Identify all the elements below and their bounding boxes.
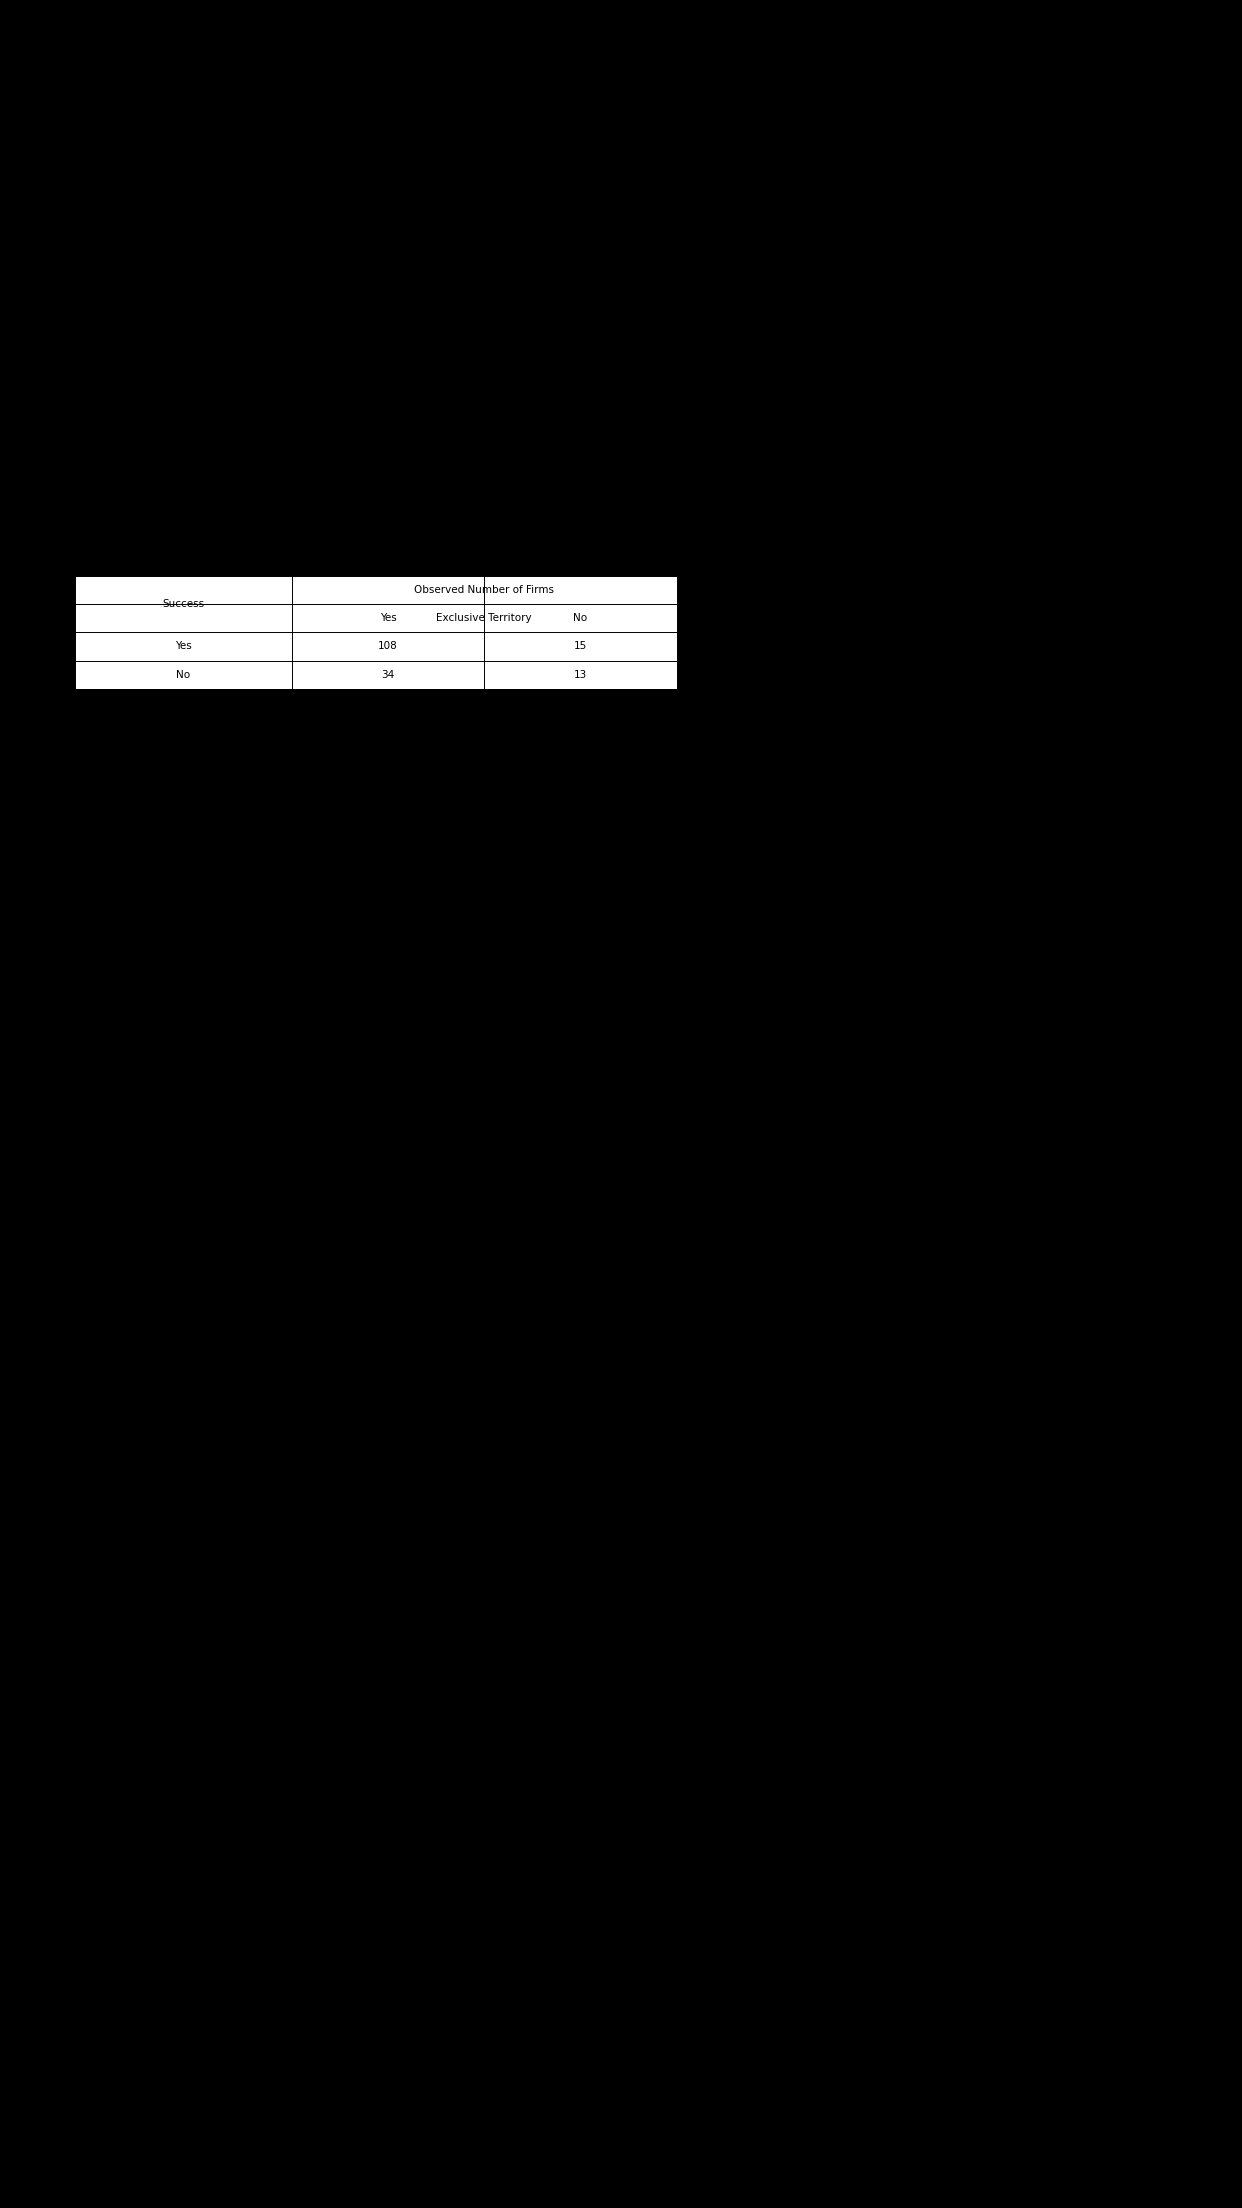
Text: 15: 15 [574,640,587,651]
Text: Success: Success [163,598,205,609]
Text: No: No [574,614,587,623]
Text: 108: 108 [378,640,397,651]
Text: 5.  Franchising Success. The following table shows the two-way relationship betw: 5. Franchising Success. The following ta… [75,526,575,537]
Text: Test the claim that franchising success is independent of exclusive territory ri: Test the claim that franchising success … [75,700,507,711]
Text: Exclusive Territory: Exclusive Territory [436,614,532,623]
Text: Yes: Yes [175,640,191,651]
Text: No: No [176,669,190,680]
Text: franchise succeeds and whether it has exclusive territory rights for a number of: franchise succeeds and whether it has ex… [75,550,576,559]
Text: 13: 13 [574,669,587,680]
Text: Chi-Squared Test of Independence: Chi-Squared Test of Independence [246,492,487,506]
Text: 34: 34 [381,669,395,680]
Text: Observed Number of Firms: Observed Number of Firms [414,585,554,594]
Text: Yes: Yes [380,614,396,623]
Bar [75,576,677,689]
